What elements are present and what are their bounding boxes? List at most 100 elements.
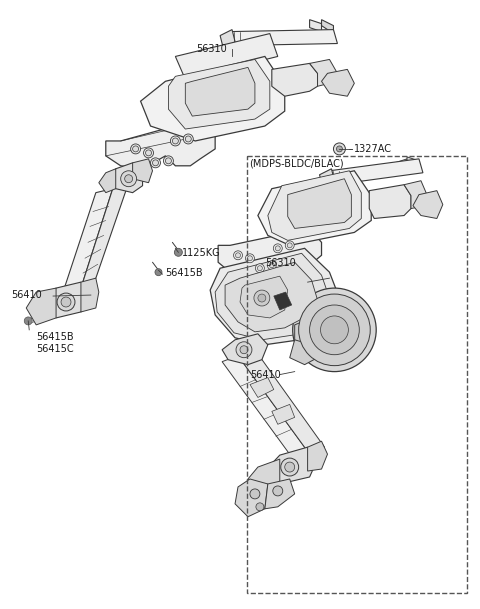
- Circle shape: [293, 288, 376, 371]
- Polygon shape: [225, 262, 318, 332]
- Circle shape: [164, 156, 173, 166]
- Polygon shape: [141, 57, 285, 141]
- Circle shape: [240, 346, 248, 354]
- Circle shape: [172, 138, 179, 144]
- Polygon shape: [218, 228, 322, 275]
- Circle shape: [267, 261, 276, 270]
- Text: (MDPS-BLDC/BLAC): (MDPS-BLDC/BLAC): [249, 159, 344, 169]
- Polygon shape: [210, 248, 339, 345]
- Text: 56415B: 56415B: [36, 332, 74, 342]
- Polygon shape: [274, 292, 292, 310]
- Text: 56415C: 56415C: [36, 343, 74, 354]
- Polygon shape: [404, 181, 427, 208]
- Polygon shape: [407, 157, 419, 169]
- Circle shape: [310, 305, 360, 354]
- Circle shape: [299, 294, 370, 365]
- Polygon shape: [99, 169, 116, 192]
- Circle shape: [155, 269, 162, 276]
- Circle shape: [61, 297, 71, 307]
- Bar: [247, 156, 467, 593]
- Text: 1327AC: 1327AC: [354, 144, 392, 154]
- Polygon shape: [106, 119, 215, 169]
- Circle shape: [256, 503, 264, 511]
- Circle shape: [269, 262, 274, 268]
- Circle shape: [336, 146, 342, 152]
- Polygon shape: [220, 30, 236, 52]
- Circle shape: [273, 486, 283, 496]
- Polygon shape: [290, 340, 318, 365]
- Polygon shape: [63, 189, 113, 292]
- Circle shape: [245, 254, 254, 262]
- Polygon shape: [369, 185, 411, 219]
- Circle shape: [248, 256, 252, 261]
- Circle shape: [258, 294, 266, 302]
- Polygon shape: [132, 159, 153, 183]
- Polygon shape: [230, 30, 337, 46]
- Text: 56410: 56410: [12, 290, 42, 300]
- Circle shape: [132, 146, 139, 152]
- Polygon shape: [320, 169, 336, 191]
- Circle shape: [334, 143, 346, 155]
- Polygon shape: [185, 68, 255, 116]
- Circle shape: [285, 462, 295, 472]
- Circle shape: [57, 293, 75, 311]
- Polygon shape: [238, 350, 324, 454]
- Polygon shape: [295, 318, 324, 345]
- Polygon shape: [288, 178, 351, 228]
- Polygon shape: [235, 479, 268, 517]
- Polygon shape: [310, 19, 322, 32]
- Circle shape: [185, 136, 192, 142]
- Circle shape: [257, 266, 263, 270]
- Circle shape: [255, 264, 264, 273]
- Text: 56310: 56310: [265, 258, 296, 269]
- Text: 56410: 56410: [250, 370, 281, 379]
- Circle shape: [144, 148, 154, 158]
- Polygon shape: [272, 63, 318, 96]
- Polygon shape: [310, 60, 337, 86]
- Polygon shape: [109, 163, 143, 192]
- Polygon shape: [168, 60, 270, 129]
- Polygon shape: [258, 171, 371, 245]
- Polygon shape: [268, 171, 361, 241]
- Circle shape: [170, 136, 180, 146]
- Circle shape: [145, 150, 152, 156]
- Polygon shape: [250, 378, 274, 398]
- Text: 56310: 56310: [196, 43, 227, 54]
- Polygon shape: [175, 33, 278, 79]
- Polygon shape: [248, 459, 280, 491]
- Circle shape: [125, 175, 132, 183]
- Circle shape: [183, 134, 193, 144]
- Circle shape: [321, 316, 348, 343]
- Polygon shape: [329, 159, 423, 185]
- Text: 1125KG: 1125KG: [182, 248, 221, 258]
- Polygon shape: [240, 276, 288, 318]
- Circle shape: [120, 171, 137, 187]
- Polygon shape: [81, 183, 129, 288]
- Circle shape: [151, 158, 160, 168]
- Polygon shape: [322, 19, 334, 33]
- Polygon shape: [322, 69, 354, 96]
- Circle shape: [236, 342, 252, 357]
- Circle shape: [285, 241, 294, 250]
- Circle shape: [166, 158, 171, 164]
- Polygon shape: [215, 253, 329, 340]
- Polygon shape: [395, 159, 407, 171]
- Polygon shape: [272, 404, 295, 424]
- Circle shape: [24, 317, 32, 325]
- Circle shape: [254, 290, 270, 306]
- Circle shape: [273, 244, 282, 253]
- Polygon shape: [222, 356, 310, 461]
- Polygon shape: [413, 191, 443, 219]
- Circle shape: [276, 246, 280, 251]
- Circle shape: [131, 144, 141, 154]
- Circle shape: [250, 489, 260, 499]
- Polygon shape: [265, 447, 318, 484]
- Circle shape: [234, 251, 242, 260]
- Polygon shape: [265, 479, 295, 509]
- Polygon shape: [26, 288, 56, 325]
- Text: 56415B: 56415B: [166, 268, 203, 278]
- Circle shape: [281, 458, 299, 476]
- Polygon shape: [43, 282, 89, 318]
- Circle shape: [153, 160, 158, 166]
- Polygon shape: [308, 441, 327, 471]
